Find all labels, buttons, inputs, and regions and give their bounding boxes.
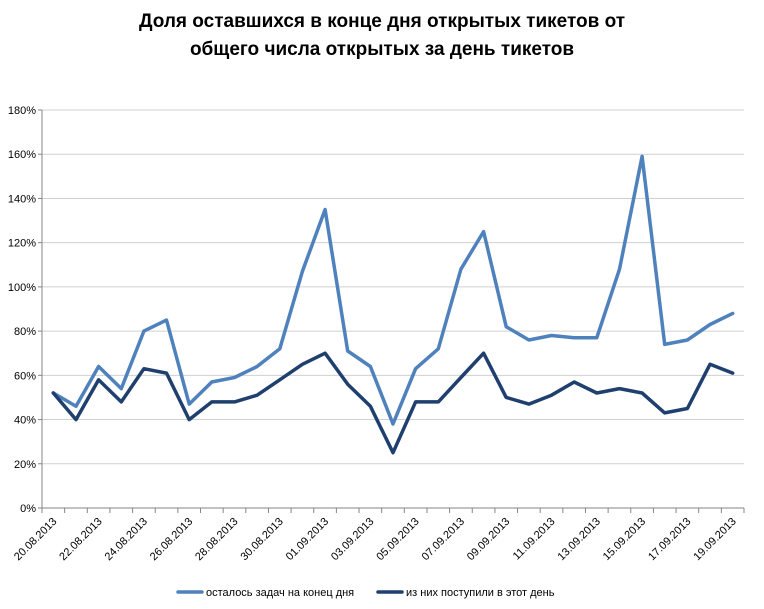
- x-tick-label: 17.09.2013: [646, 516, 693, 563]
- y-tick-label: 0%: [20, 503, 36, 515]
- x-tick-label: 28.08.2013: [193, 516, 240, 563]
- y-tick-label: 120%: [8, 238, 36, 250]
- x-tick-label: 03.09.2013: [329, 516, 376, 563]
- y-tick-label: 60%: [14, 370, 36, 382]
- y-tick-label: 160%: [8, 149, 36, 161]
- x-tick-label: 09.09.2013: [465, 516, 512, 563]
- x-tick-label: 24.08.2013: [103, 516, 150, 563]
- y-tick-label: 140%: [8, 193, 36, 205]
- x-tick-label: 13.09.2013: [556, 516, 603, 563]
- chart-title: Доля оставшихся в конце дня открытых тик…: [138, 11, 626, 60]
- legend-label: из них поступили в этот день: [406, 587, 555, 599]
- x-tick-label: 26.08.2013: [148, 516, 195, 563]
- y-tick-label: 80%: [14, 326, 36, 338]
- x-tick-label: 07.09.2013: [420, 516, 467, 563]
- legend-label: осталось задач на конец дня: [206, 587, 354, 599]
- y-tick-label: 100%: [8, 282, 36, 294]
- x-tick-label: 30.08.2013: [238, 516, 285, 563]
- x-tick-label: 11.09.2013: [511, 516, 558, 563]
- series-line-1: [51, 154, 735, 426]
- x-tick-label: 15.09.2013: [601, 516, 648, 563]
- x-tick-label: 22.08.2013: [57, 516, 104, 563]
- x-tick-label: 19.09.2013: [691, 516, 738, 563]
- x-tick-label: 20.08.2013: [12, 516, 59, 563]
- series-line-2: [51, 351, 735, 455]
- x-tick-label: 01.09.2013: [284, 516, 331, 563]
- y-tick-label: 40%: [14, 415, 36, 427]
- y-tick-label: 20%: [14, 459, 36, 471]
- y-tick-label: 180%: [8, 105, 36, 117]
- x-tick-label: 05.09.2013: [374, 516, 421, 563]
